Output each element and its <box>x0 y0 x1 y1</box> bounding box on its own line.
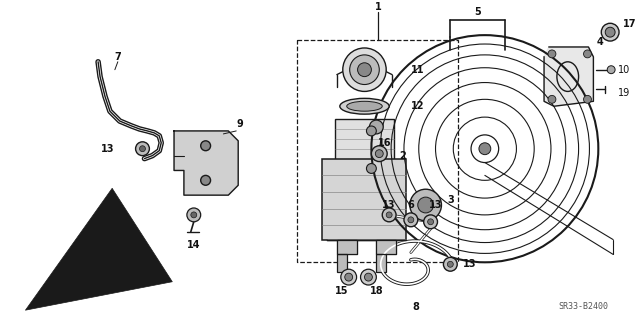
Text: 4: 4 <box>596 37 603 47</box>
Polygon shape <box>327 240 406 254</box>
Text: 15: 15 <box>335 286 349 296</box>
Text: 7: 7 <box>115 52 121 62</box>
Circle shape <box>404 213 418 227</box>
Circle shape <box>424 215 438 229</box>
Text: 12: 12 <box>411 101 424 111</box>
Ellipse shape <box>340 98 389 114</box>
Polygon shape <box>544 47 593 106</box>
Circle shape <box>367 164 376 174</box>
Circle shape <box>447 261 453 267</box>
Bar <box>298 40 458 262</box>
Text: 11: 11 <box>411 65 424 75</box>
Circle shape <box>365 273 372 281</box>
Circle shape <box>369 120 383 134</box>
Circle shape <box>349 55 380 85</box>
Circle shape <box>343 48 386 92</box>
Circle shape <box>584 50 591 58</box>
Circle shape <box>191 212 196 218</box>
Circle shape <box>371 146 387 161</box>
Text: SR33-B2400: SR33-B2400 <box>558 302 608 311</box>
Circle shape <box>345 273 353 281</box>
Circle shape <box>548 50 556 58</box>
Text: FR.: FR. <box>56 282 75 292</box>
Circle shape <box>602 23 619 41</box>
Text: 14: 14 <box>187 240 200 249</box>
Text: 16: 16 <box>378 138 392 148</box>
Text: 13: 13 <box>429 200 442 210</box>
Circle shape <box>140 146 145 152</box>
Circle shape <box>386 212 392 218</box>
Circle shape <box>605 27 615 37</box>
Circle shape <box>187 208 201 222</box>
Circle shape <box>607 66 615 74</box>
Text: 1: 1 <box>375 3 381 12</box>
Circle shape <box>428 219 433 225</box>
Circle shape <box>418 197 433 213</box>
Circle shape <box>410 189 442 221</box>
Bar <box>322 159 406 240</box>
Bar <box>337 254 347 272</box>
Circle shape <box>367 126 376 136</box>
Circle shape <box>136 142 149 156</box>
Text: 6: 6 <box>408 200 414 210</box>
Text: 13: 13 <box>383 200 396 210</box>
Circle shape <box>341 269 356 285</box>
Circle shape <box>360 269 376 285</box>
Circle shape <box>201 175 211 185</box>
Text: 13: 13 <box>463 259 477 269</box>
Circle shape <box>201 141 211 151</box>
Circle shape <box>358 63 371 77</box>
Text: 18: 18 <box>369 286 383 296</box>
Polygon shape <box>174 131 238 195</box>
Text: 5: 5 <box>475 7 481 18</box>
Ellipse shape <box>347 101 382 111</box>
Bar <box>376 254 386 272</box>
Text: 10: 10 <box>618 65 630 75</box>
Text: 8: 8 <box>412 302 419 312</box>
Text: 3: 3 <box>447 195 454 205</box>
Circle shape <box>479 143 491 155</box>
Text: 2: 2 <box>399 151 406 161</box>
Bar <box>335 119 394 160</box>
Text: 9: 9 <box>236 119 243 129</box>
Text: 19: 19 <box>618 88 630 98</box>
Text: 13: 13 <box>101 144 115 154</box>
Circle shape <box>548 95 556 103</box>
Circle shape <box>444 257 457 271</box>
Circle shape <box>408 217 414 223</box>
Circle shape <box>584 95 591 103</box>
Text: 17: 17 <box>623 19 637 29</box>
Circle shape <box>382 208 396 222</box>
Circle shape <box>375 150 383 158</box>
